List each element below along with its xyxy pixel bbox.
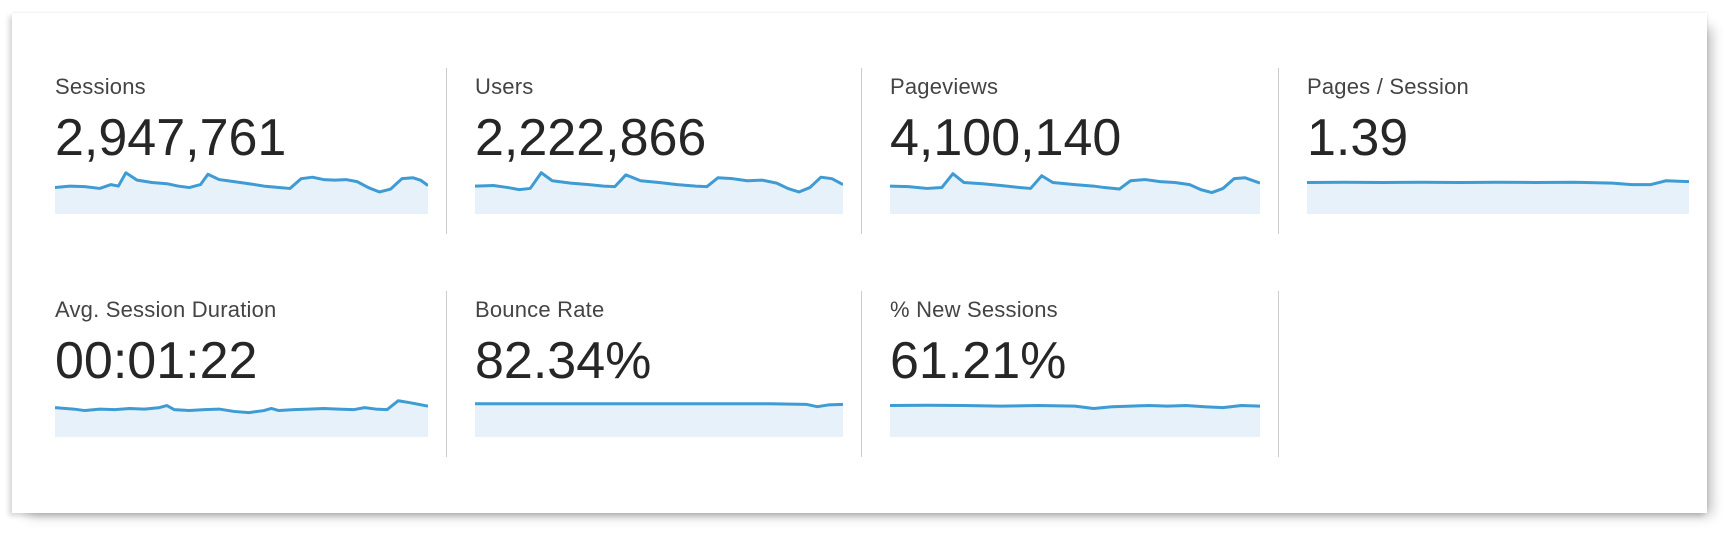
metric-card-bounce-rate[interactable]: Bounce Rate 82.34% bbox=[447, 291, 862, 457]
sparkline-chart bbox=[475, 168, 843, 214]
metric-card-users[interactable]: Users 2,222,866 bbox=[447, 68, 862, 234]
metric-value: 2,947,761 bbox=[55, 109, 287, 167]
metrics-row-bottom: Avg. Session Duration 00:01:22 Bounce Ra… bbox=[12, 291, 1707, 457]
metric-card-pageviews[interactable]: Pageviews 4,100,140 bbox=[862, 68, 1279, 234]
metric-label: Pages / Session bbox=[1307, 74, 1469, 99]
metric-value: 82.34% bbox=[475, 332, 652, 390]
sparkline-line bbox=[890, 174, 1260, 193]
metric-value: 2,222,866 bbox=[475, 109, 707, 167]
metric-value: 61.21% bbox=[890, 332, 1067, 390]
sparkline-fill bbox=[890, 405, 1260, 437]
metric-card-percent-new-sessions[interactable]: % New Sessions 61.21% bbox=[862, 291, 1279, 457]
metric-value: 1.39 bbox=[1307, 109, 1409, 167]
sparkline-chart bbox=[55, 391, 428, 437]
sparkline-line bbox=[475, 173, 843, 192]
sparkline-fill bbox=[475, 403, 843, 437]
sparkline-fill bbox=[55, 172, 428, 214]
sparkline-fill bbox=[890, 173, 1260, 214]
metric-label: % New Sessions bbox=[890, 297, 1058, 322]
sparkline-fill bbox=[55, 400, 428, 437]
metrics-row-top: Sessions 2,947,761 Users 2,222,866 Pagev… bbox=[12, 68, 1707, 234]
sparkline-fill bbox=[475, 172, 843, 214]
metric-value: 00:01:22 bbox=[55, 332, 258, 390]
sparkline-fill bbox=[1307, 180, 1689, 214]
sparkline-line bbox=[475, 404, 843, 407]
metric-card-sessions[interactable]: Sessions 2,947,761 bbox=[12, 68, 447, 234]
sparkline-chart bbox=[890, 391, 1260, 437]
metrics-panel: Sessions 2,947,761 Users 2,222,866 Pagev… bbox=[12, 13, 1707, 513]
empty-cell bbox=[1279, 291, 1707, 457]
sparkline-chart bbox=[1307, 168, 1689, 214]
metric-card-pages-per-session[interactable]: Pages / Session 1.39 bbox=[1279, 68, 1707, 234]
sparkline-chart bbox=[55, 168, 428, 214]
sparkline-line bbox=[890, 405, 1260, 408]
metric-card-avg-session-duration[interactable]: Avg. Session Duration 00:01:22 bbox=[12, 291, 447, 457]
metric-label: Avg. Session Duration bbox=[55, 297, 277, 322]
metric-label: Pageviews bbox=[890, 74, 999, 99]
sparkline-chart bbox=[475, 391, 843, 437]
sparkline-line bbox=[1307, 181, 1689, 185]
sparkline-line bbox=[55, 173, 428, 192]
metric-label: Users bbox=[475, 74, 534, 99]
sparkline-chart bbox=[890, 168, 1260, 214]
metric-label: Sessions bbox=[55, 74, 146, 99]
sparkline-line bbox=[55, 401, 428, 413]
metric-label: Bounce Rate bbox=[475, 297, 605, 322]
metric-value: 4,100,140 bbox=[890, 109, 1122, 167]
